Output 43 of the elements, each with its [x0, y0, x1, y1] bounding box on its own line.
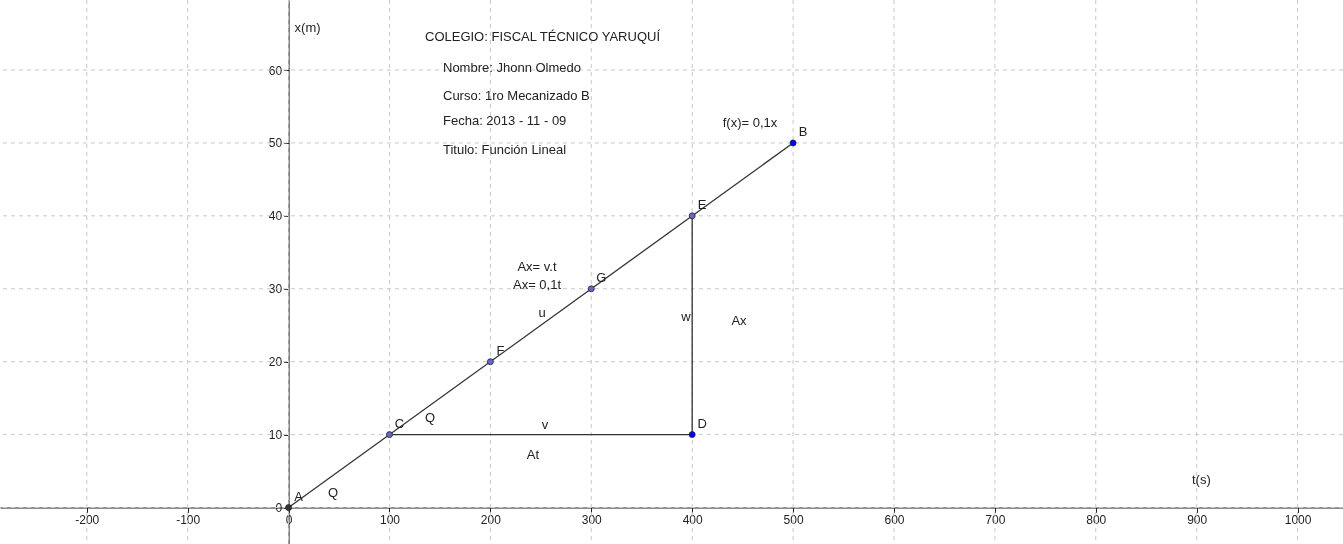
- y-tick-label: 60: [268, 63, 283, 78]
- annotation: Nombre: Jhonn Olmedo: [443, 60, 582, 75]
- annotation: E: [697, 196, 707, 212]
- annotation: w: [680, 309, 692, 324]
- text: COLEGIO: FISCAL TÉCNICO YARUQUÍ: [425, 29, 661, 44]
- annotation: Q: [424, 410, 436, 425]
- annotation: Fecha: 2013 - 11 - 09: [443, 113, 567, 128]
- x-tick-label: 700: [985, 513, 1006, 528]
- annotation: Ax: [731, 313, 748, 328]
- x-tick-label: 1000: [1284, 513, 1312, 528]
- annotation: D: [697, 415, 707, 431]
- annotation: B: [798, 123, 808, 139]
- x-tick-label: 800: [1086, 513, 1107, 528]
- x-tick-label: 600: [884, 513, 905, 528]
- y-tick-label: 20: [268, 355, 283, 370]
- annotation: At: [526, 447, 540, 462]
- annotation: Curso: 1ro Mecanizado B: [443, 88, 590, 103]
- x-tick-label: 300: [581, 513, 603, 528]
- annotation: C: [394, 415, 405, 431]
- y-axis-title: x(m): [294, 20, 321, 35]
- x-tick-label: 500: [783, 513, 804, 528]
- y-tick-label: 50: [268, 136, 283, 151]
- annotation: v: [541, 417, 549, 432]
- annotation: Q: [327, 485, 339, 500]
- annotation: G: [596, 269, 607, 285]
- annotation: Ax= 0,1t: [512, 277, 562, 292]
- y-tick-label: 10: [268, 428, 283, 443]
- y-tick-label: 30: [268, 282, 283, 297]
- x-tick-label: 0: [285, 513, 293, 528]
- x-axis-title: t(s): [1192, 472, 1211, 487]
- x-tick-label: 200: [480, 513, 502, 528]
- annotation: F: [496, 342, 505, 358]
- x-tick-label: 100: [379, 513, 401, 528]
- x-tick-label: -100: [176, 513, 201, 528]
- x-tick-label: 400: [682, 513, 704, 528]
- x-tick-label: -200: [75, 513, 100, 528]
- annotation: A: [294, 488, 304, 504]
- y-tick-label: 40: [268, 209, 283, 224]
- x-tick-label: 900: [1187, 513, 1208, 528]
- annotation: Titulo: Función Lineal: [443, 142, 567, 157]
- annotation: Ax= v.t: [517, 259, 557, 274]
- annotation: u: [538, 305, 546, 320]
- annotation: f(x)= 0,1x: [722, 115, 778, 130]
